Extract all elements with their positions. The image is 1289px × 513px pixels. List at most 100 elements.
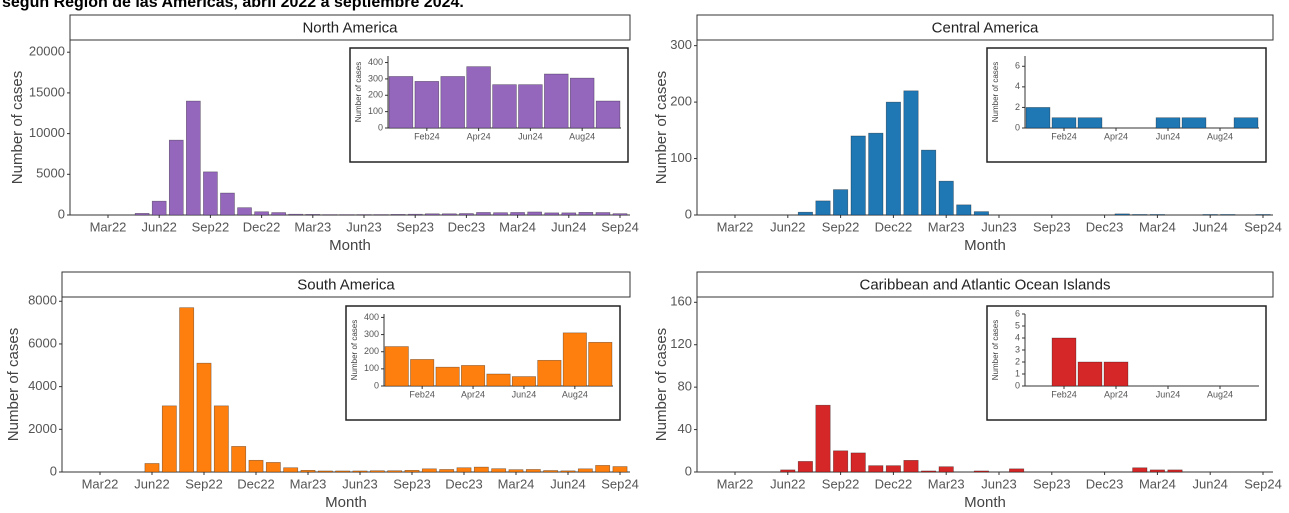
bar <box>424 213 440 216</box>
bar <box>186 100 201 216</box>
bar <box>1114 213 1130 216</box>
bar <box>903 460 919 473</box>
x-tick-label: Dec22 <box>237 476 275 491</box>
x-axis-label: Month <box>964 237 1006 254</box>
x-tick-label: Jun23 <box>981 219 1016 234</box>
bar <box>885 465 901 473</box>
y-tick-label: 6 <box>1015 61 1020 71</box>
y-tick-label: 0 <box>374 380 379 390</box>
x-tick-label: Sep23 <box>1033 219 1071 234</box>
x-tick-label: Sep22 <box>185 476 223 491</box>
bar <box>797 211 813 216</box>
panel-strip <box>61 271 631 298</box>
bar <box>868 132 884 216</box>
bar <box>473 466 489 473</box>
y-tick-label: 80 <box>678 379 692 394</box>
x-tick-label: Dec22 <box>875 219 913 234</box>
bar <box>562 332 587 387</box>
y-tick-label: 400 <box>368 57 383 67</box>
bar <box>387 470 403 473</box>
y-tick-label: 10000 <box>29 125 65 140</box>
bar <box>410 359 435 387</box>
x-tick-label: Jun23 <box>981 476 1016 491</box>
bar <box>435 366 460 387</box>
panel-title: South America <box>297 276 395 293</box>
x-tick-label: Dec23 <box>445 476 483 491</box>
bar <box>220 192 235 216</box>
y-tick-label: 5000 <box>36 166 65 181</box>
y-tick-label: 4000 <box>28 378 57 393</box>
x-tick-label: Mar22 <box>82 476 119 491</box>
bar <box>1220 214 1236 216</box>
bar <box>213 405 229 473</box>
panel-strip <box>696 271 1274 298</box>
panel-title: North America <box>302 19 398 36</box>
bar <box>561 212 577 216</box>
y-tick-label: 200 <box>368 90 383 100</box>
bar <box>903 90 919 216</box>
bar <box>569 77 595 129</box>
x-tick-label: Jun24 <box>512 389 537 399</box>
bar <box>168 139 184 216</box>
bar <box>231 446 247 473</box>
x-tick-label: Aug24 <box>562 389 588 399</box>
y-tick-label: 100 <box>364 363 379 373</box>
bar <box>203 171 218 216</box>
bar <box>414 81 440 129</box>
y-axis-label: Number of cases <box>991 320 1000 380</box>
y-tick-label: 120 <box>670 336 692 351</box>
bar <box>144 463 160 473</box>
bar <box>544 73 569 129</box>
bar <box>254 211 269 216</box>
bar <box>850 452 866 473</box>
x-tick-label: Aug24 <box>1207 131 1233 141</box>
bar <box>1025 107 1051 129</box>
x-tick-label: Mar22 <box>717 476 754 491</box>
x-tick-label: Jun22 <box>134 476 169 491</box>
bar <box>1149 469 1165 473</box>
x-tick-label: Apr24 <box>1104 389 1128 399</box>
bar <box>815 404 831 473</box>
bar <box>404 469 420 473</box>
y-tick-label: 400 <box>364 312 379 322</box>
x-tick-label: Sep23 <box>1033 476 1071 491</box>
bar <box>1103 361 1129 387</box>
bar <box>595 212 611 216</box>
x-tick-label: Sep24 <box>1244 476 1282 491</box>
x-tick-label: Jun24 <box>1192 476 1227 491</box>
x-tick-label: Sep22 <box>822 219 860 234</box>
bar <box>151 200 167 216</box>
y-tick-label: 6000 <box>28 335 57 350</box>
bar <box>1255 214 1271 216</box>
y-axis-label: Number of cases <box>991 62 1000 122</box>
x-tick-label: Sep23 <box>393 476 431 491</box>
bar <box>283 467 299 473</box>
y-tick-label: 4 <box>1015 81 1020 91</box>
bar <box>1077 361 1103 387</box>
bar <box>921 149 937 216</box>
bar <box>461 365 486 387</box>
bar <box>248 459 264 473</box>
bar <box>440 76 465 129</box>
x-tick-label: Jun22 <box>770 476 805 491</box>
x-tick-label: Mar23 <box>294 219 331 234</box>
bar <box>595 100 621 129</box>
y-tick-label: 1 <box>1015 368 1020 378</box>
x-tick-label: Sep22 <box>822 476 860 491</box>
bar <box>196 362 212 473</box>
y-tick-label: 0 <box>378 122 383 132</box>
y-tick-label: 0 <box>685 206 692 221</box>
x-tick-label: Aug24 <box>1207 389 1233 399</box>
y-tick-label: 160 <box>670 294 692 309</box>
y-tick-label: 15000 <box>29 84 65 99</box>
x-tick-label: Dec23 <box>448 219 486 234</box>
bar <box>612 466 628 473</box>
y-tick-label: 8000 <box>28 293 57 308</box>
x-tick-label: Dec22 <box>875 476 913 491</box>
bar <box>439 469 455 473</box>
x-tick-label: Jun24 <box>1156 389 1181 399</box>
y-tick-label: 40 <box>678 421 692 436</box>
bar <box>868 465 884 473</box>
bar <box>578 212 594 216</box>
